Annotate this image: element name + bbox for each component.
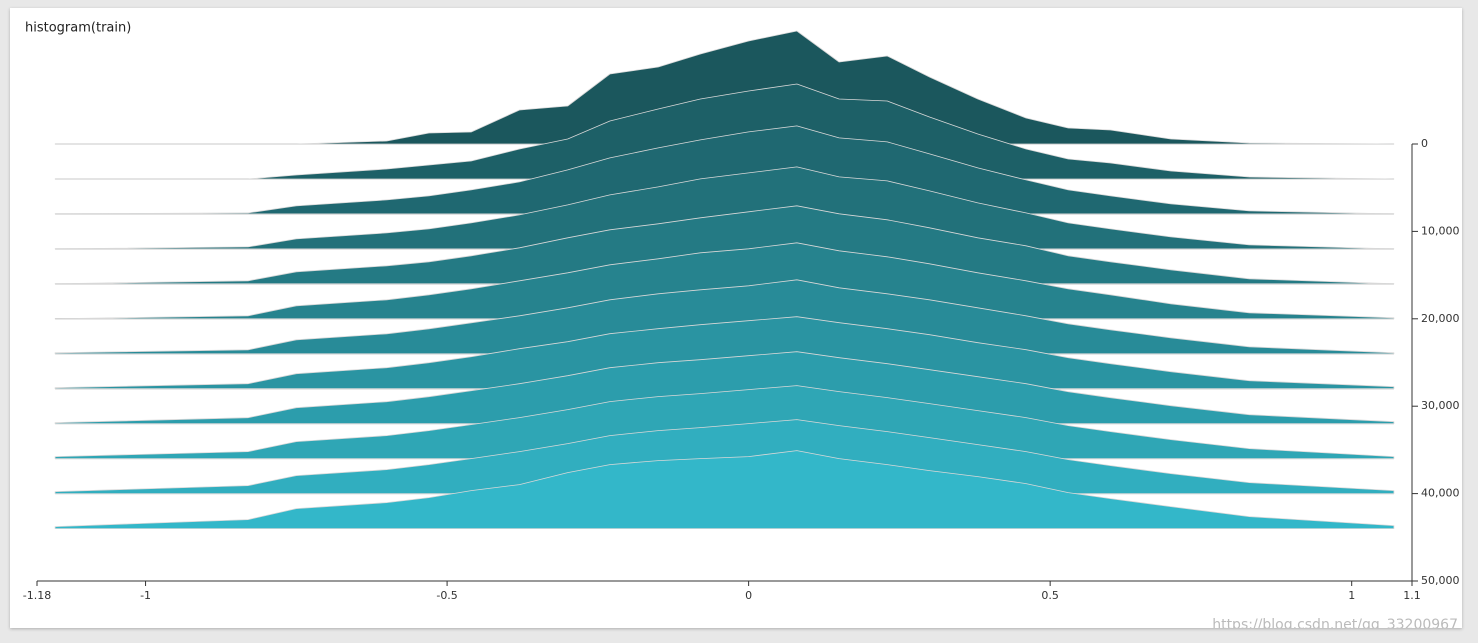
- y-tick-label: 40,000: [1421, 487, 1460, 500]
- watermark: https://blog.csdn.net/qq_33200967: [1212, 617, 1458, 628]
- x-tick-label: 1: [1348, 589, 1355, 602]
- chart-title: histogram(train): [25, 21, 131, 36]
- histogram-slice: [54, 316, 1395, 390]
- histogram-slice: [54, 351, 1395, 425]
- chart: histogram(train) -1.18 -1 -0.5 0 0.5 1 1.1 0 10,…: [23, 21, 1460, 629]
- histogram-slice: [54, 279, 1395, 355]
- histogram-slice: [54, 419, 1395, 494]
- histogram-slice: [54, 166, 1395, 250]
- histogram-slice: [54, 125, 1395, 215]
- x-tick-label: 1.1: [1403, 589, 1421, 602]
- y-tick-label: 0: [1421, 137, 1428, 150]
- histogram-slice: [54, 450, 1395, 529]
- histogram-slice: [54, 83, 1395, 180]
- y-tick-label: 10,000: [1421, 224, 1460, 237]
- x-tick-label: -1: [140, 589, 151, 602]
- histogram-slice: [54, 385, 1395, 459]
- histogram-slice: [54, 30, 1395, 145]
- y-tick-label: 50,000: [1421, 574, 1460, 587]
- x-tick-label: 0.5: [1041, 589, 1059, 602]
- card: histogram(train) -1.18 -1 -0.5 0 0.5 1 1.1 0 10,…: [10, 8, 1462, 628]
- histogram-slice: [54, 205, 1395, 285]
- histogram-slice: [54, 242, 1395, 320]
- x-tick-label: -1.18: [23, 589, 51, 602]
- x-tick-label: 0: [745, 589, 752, 602]
- y-tick-label: 20,000: [1421, 312, 1460, 325]
- y-tick-label: 30,000: [1421, 399, 1460, 412]
- x-tick-label: -0.5: [436, 589, 457, 602]
